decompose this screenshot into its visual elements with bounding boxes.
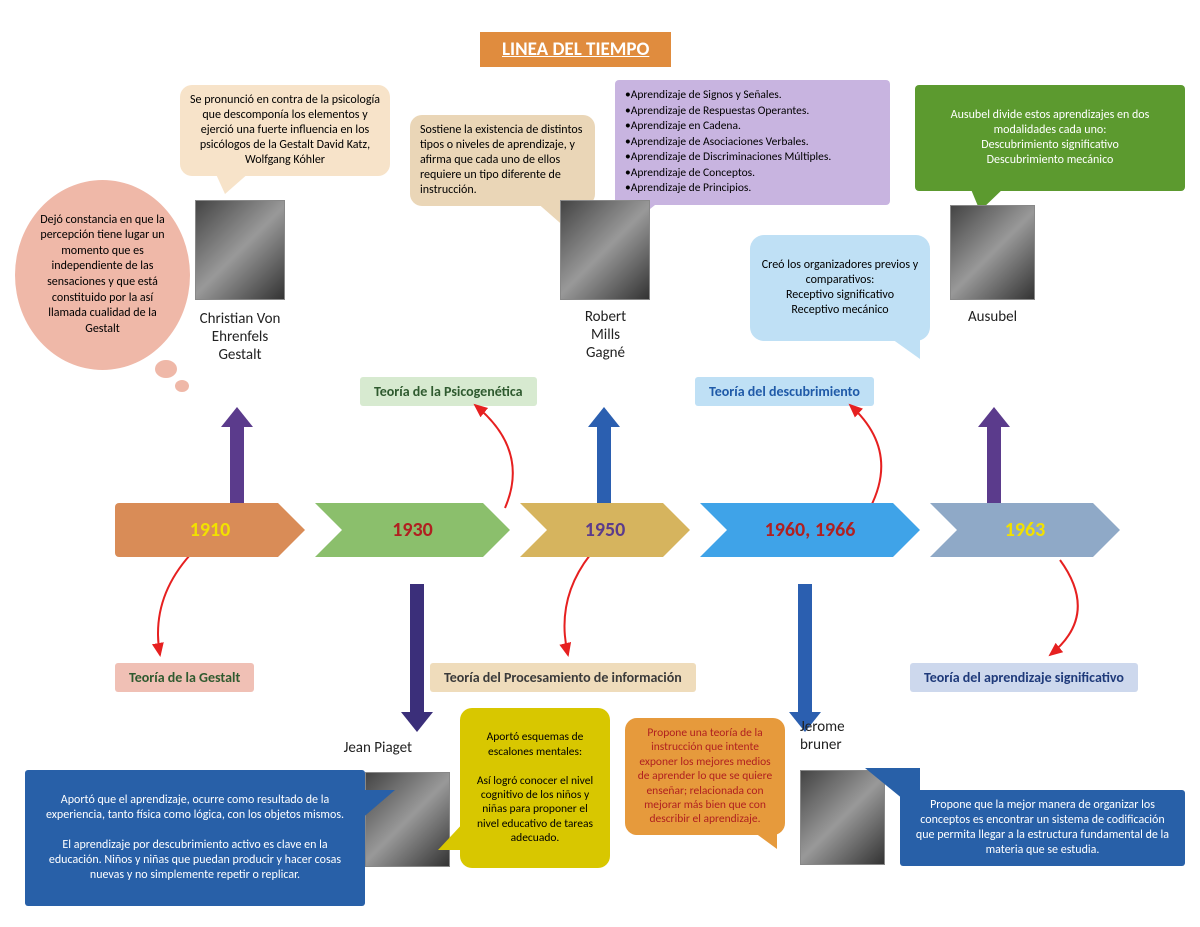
- theory-psicogen: Teoría de la Psicogenética: [360, 377, 537, 406]
- theory-gestalt: Teoría de la Gestalt: [115, 663, 254, 692]
- bubble-gagne: Sostiene la existencia de distintos tipo…: [410, 115, 595, 206]
- portrait-ausubel: [950, 205, 1035, 300]
- name-ehrenfels: Christian Von Ehrenfels Gestalt: [175, 310, 305, 364]
- bubble-ausubel-blue: Creó los organizadores previos y compara…: [750, 235, 930, 341]
- name-bruner: Jerome bruner: [800, 718, 880, 754]
- portrait-ehrenfels: [195, 200, 285, 300]
- bubble-ausubel-green: Ausubel divide estos aprendizajes en dos…: [915, 85, 1185, 191]
- list-gagne: •Aprendizaje de Signos y Señales.•Aprend…: [615, 80, 890, 205]
- timeline-arrow-1930: 1930: [315, 503, 510, 557]
- name-gagne: Robert Mills Gagné: [558, 308, 653, 362]
- cloud-puff: [175, 380, 189, 392]
- bubble-ehrenfels: Se pronunció en contra de la psicología …: [180, 85, 390, 176]
- callout-piaget-blue: Aportó que el aprendizaje, ocurre como r…: [25, 770, 365, 906]
- bubble-bruner-orange: Propone una teoría de la instrucción que…: [625, 718, 785, 835]
- connector-arrow: [987, 425, 1001, 503]
- bubble-piaget-yellow: Aportó esquemas de escalones mentales: A…: [460, 708, 610, 868]
- connector-arrow: [798, 584, 812, 714]
- page-title: LINEA DEL TIEMPO: [480, 32, 671, 67]
- connector-arrow: [410, 584, 424, 714]
- cloud-puff: [155, 360, 177, 378]
- timeline-arrow-19601966: 1960, 1966: [700, 503, 920, 557]
- theory-signif: Teoría del aprendizaje significativo: [910, 663, 1138, 692]
- timeline-arrow-1963: 1963: [930, 503, 1120, 557]
- portrait-gagne: [560, 200, 650, 300]
- name-ausubel: Ausubel: [945, 308, 1040, 326]
- theory-descubr: Teoría del descubrimiento: [695, 377, 874, 406]
- callout-bruner-blue: Propone que la mejor manera de organizar…: [900, 790, 1185, 866]
- theory-proces: Teoría del Procesamiento de información: [430, 663, 696, 692]
- connector-arrow: [597, 425, 611, 503]
- connector-arrow: [230, 425, 244, 503]
- timeline-arrow-1910: 1910: [115, 503, 305, 557]
- name-piaget: Jean Piaget: [322, 739, 412, 757]
- cloud-ehrenfels: Dejó constancia en que la percepción tie…: [15, 180, 190, 370]
- timeline-arrow-1950: 1950: [520, 503, 690, 557]
